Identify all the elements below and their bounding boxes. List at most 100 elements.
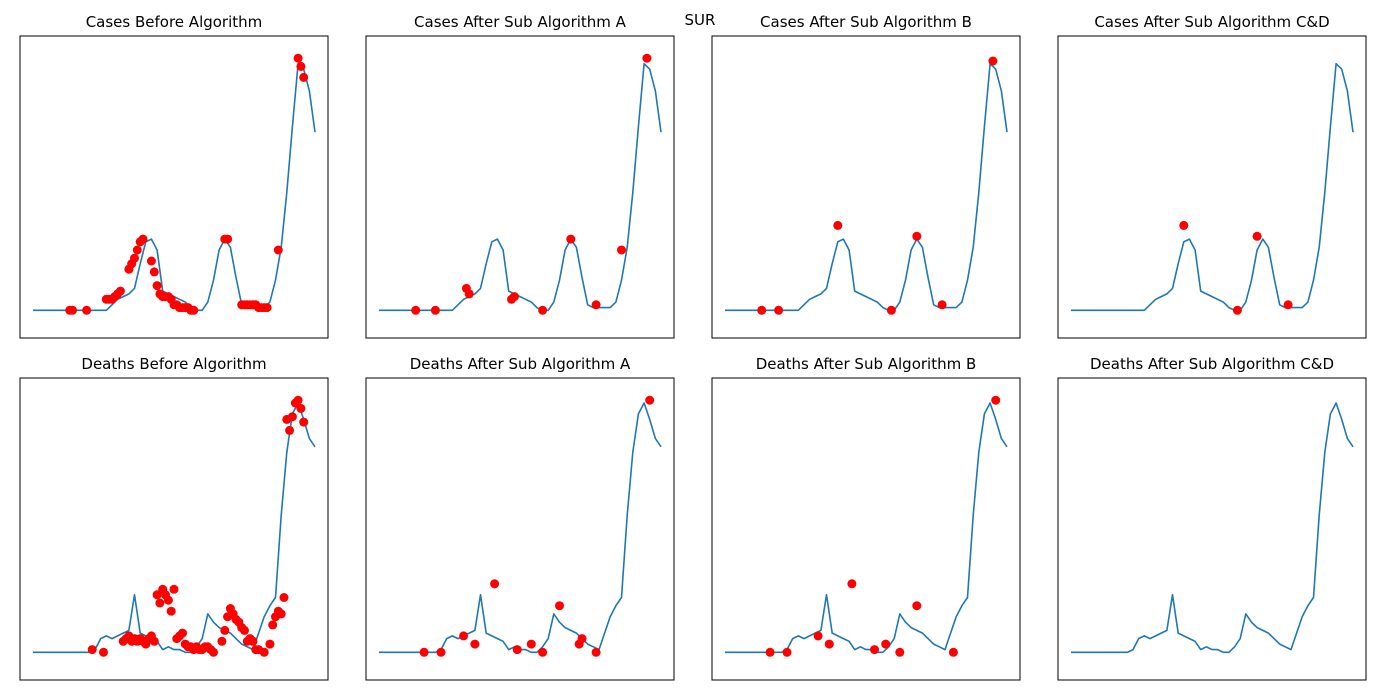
- axes-frame: [365, 377, 675, 681]
- marker-point: [937, 300, 947, 310]
- marker-point: [526, 639, 536, 649]
- marker-point: [152, 281, 162, 291]
- marker-point: [436, 647, 446, 657]
- marker-point: [881, 639, 891, 649]
- marker-point: [299, 72, 309, 82]
- suptitle: SUR: [685, 11, 716, 29]
- subplot-title: Cases After Sub Algorithm A: [414, 13, 627, 31]
- subplot-title: Cases Before Algorithm: [86, 13, 263, 31]
- marker-point: [259, 647, 269, 657]
- marker-point: [886, 305, 896, 315]
- marker-point: [293, 395, 303, 405]
- marker-point: [833, 220, 843, 230]
- marker-point: [273, 245, 283, 255]
- marker-point: [411, 305, 421, 315]
- marker-point: [765, 647, 775, 657]
- marker-point: [115, 286, 125, 296]
- marker-point: [642, 53, 652, 63]
- marker-point: [1179, 220, 1189, 230]
- axes-frame: [365, 35, 675, 339]
- subplot-1: Cases After Sub Algorithm A: [365, 13, 675, 339]
- subplot-title: Cases After Sub Algorithm B: [760, 13, 972, 31]
- marker-point: [555, 601, 564, 611]
- marker-point: [149, 636, 159, 646]
- subplot-4: Deaths Before Algorithm: [19, 355, 329, 681]
- axes-frame: [19, 377, 329, 681]
- series-line: [725, 402, 1008, 654]
- marker-point: [991, 395, 1001, 405]
- subplot-2: Cases After Sub Algorithm B: [711, 13, 1021, 339]
- marker-point: [209, 647, 218, 657]
- marker-point: [262, 303, 272, 313]
- marker-point: [645, 395, 655, 405]
- marker-point: [912, 231, 922, 241]
- marker-point: [178, 628, 187, 638]
- marker-point: [248, 636, 258, 646]
- marker-point: [68, 305, 77, 315]
- marker-point: [163, 595, 173, 605]
- marker-point: [617, 245, 626, 255]
- subplot-title: Cases After Sub Algorithm C&D: [1094, 13, 1329, 31]
- marker-point: [189, 305, 199, 315]
- series-line: [379, 62, 662, 312]
- marker-point: [265, 639, 275, 649]
- marker-point: [774, 305, 784, 315]
- axes-frame: [711, 377, 1021, 681]
- subplot-7: Deaths After Sub Algorithm C&D: [1057, 355, 1367, 681]
- marker-point: [149, 267, 159, 277]
- subplot-0: Cases Before Algorithm: [19, 13, 329, 339]
- marker-point: [591, 647, 601, 657]
- marker-point: [988, 56, 998, 66]
- axes-frame: [1057, 377, 1367, 681]
- marker-point: [490, 579, 500, 589]
- marker-point: [509, 292, 519, 302]
- marker-point: [470, 639, 480, 649]
- marker-point: [152, 590, 162, 600]
- marker-point: [99, 647, 108, 657]
- marker-point: [577, 634, 587, 644]
- marker-point: [138, 234, 148, 244]
- series-line: [1071, 62, 1354, 312]
- subplot-title: Deaths After Sub Algorithm A: [410, 355, 631, 373]
- marker-point: [268, 620, 278, 630]
- axes-frame: [19, 35, 329, 339]
- marker-point: [299, 417, 309, 427]
- marker-point: [169, 584, 179, 594]
- marker-point: [591, 300, 601, 310]
- marker-point: [847, 579, 857, 589]
- marker-point: [419, 647, 429, 657]
- marker-point: [464, 289, 474, 299]
- subplot-5: Deaths After Sub Algorithm A: [365, 355, 675, 681]
- marker-point: [166, 606, 176, 616]
- axes-frame: [1057, 35, 1367, 339]
- marker-point: [566, 234, 576, 244]
- subplot-title: Deaths After Sub Algorithm B: [756, 355, 977, 373]
- series-line: [725, 62, 1008, 312]
- marker-point: [870, 645, 879, 655]
- marker-point: [757, 305, 767, 315]
- subplot-3: Cases After Sub Algorithm C&D: [1057, 13, 1367, 339]
- marker-point: [1232, 305, 1242, 315]
- axes-frame: [711, 35, 1021, 339]
- marker-point: [217, 636, 227, 646]
- marker-point: [912, 601, 922, 611]
- marker-point: [82, 305, 92, 315]
- marker-point: [813, 631, 823, 641]
- subplot-title: Deaths Before Algorithm: [81, 355, 266, 373]
- marker-point: [276, 609, 286, 619]
- marker-point: [512, 645, 522, 655]
- marker-point: [538, 647, 548, 657]
- marker-point: [430, 305, 440, 315]
- series-line: [1071, 402, 1354, 654]
- marker-point: [948, 647, 958, 657]
- marker-point: [1252, 231, 1262, 241]
- marker-point: [293, 53, 303, 63]
- marker-point: [782, 647, 792, 657]
- marker-point: [240, 625, 249, 635]
- marker-point: [895, 647, 905, 657]
- marker-point: [223, 234, 233, 244]
- subplot-title: Deaths After Sub Algorithm C&D: [1090, 355, 1334, 373]
- marker-point: [296, 403, 306, 413]
- marker-point: [87, 645, 97, 655]
